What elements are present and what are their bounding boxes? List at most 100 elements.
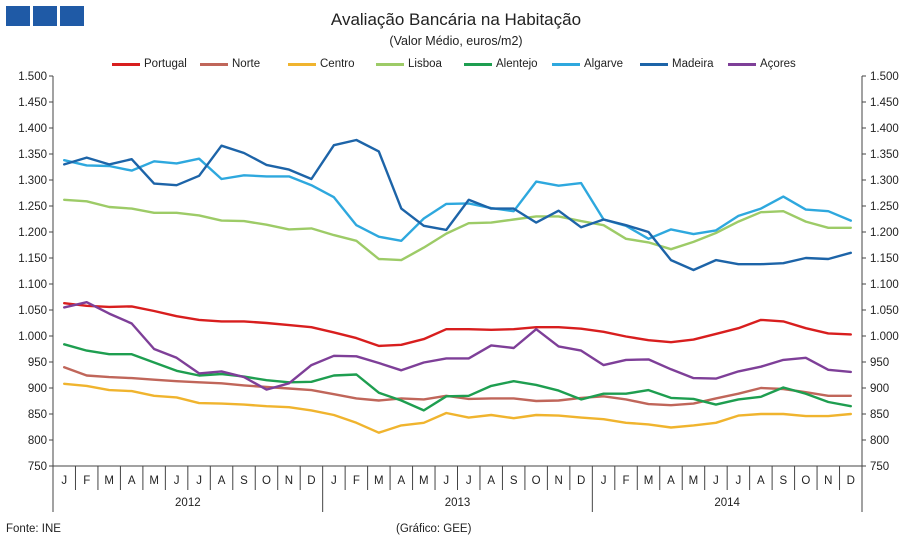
year-label: 2013 bbox=[445, 497, 471, 509]
y-tick-label-left: 950 bbox=[28, 357, 47, 369]
month-label: A bbox=[487, 475, 495, 487]
y-tick-label-right: 950 bbox=[870, 357, 889, 369]
month-label: N bbox=[824, 475, 832, 487]
month-label: F bbox=[623, 475, 630, 487]
month-label: J bbox=[331, 475, 337, 487]
month-label: M bbox=[104, 475, 114, 487]
month-label: A bbox=[397, 475, 405, 487]
y-tick-label-left: 1.400 bbox=[18, 123, 47, 135]
series-line-norte bbox=[62, 366, 852, 407]
month-label: O bbox=[262, 475, 271, 487]
y-tick-label-right: 1.000 bbox=[870, 331, 899, 343]
month-label: D bbox=[307, 475, 315, 487]
month-label: J bbox=[601, 475, 607, 487]
month-label: J bbox=[443, 475, 449, 487]
logo-block bbox=[60, 6, 84, 26]
y-tick-label-right: 1.100 bbox=[870, 279, 899, 291]
source-note: Fonte: INE bbox=[6, 523, 61, 535]
legend-label: Açores bbox=[760, 58, 796, 70]
y-tick-label-right: 900 bbox=[870, 383, 889, 395]
month-label: A bbox=[757, 475, 765, 487]
y-tick-label-left: 1.200 bbox=[18, 227, 47, 239]
month-label: J bbox=[174, 475, 180, 487]
month-label: S bbox=[780, 475, 788, 487]
legend-label: Algarve bbox=[584, 58, 623, 70]
legend-item: Açores bbox=[728, 56, 816, 72]
legend-item: Centro bbox=[288, 56, 376, 72]
y-tick-label-right: 850 bbox=[870, 409, 889, 421]
y-tick-label-right: 1.050 bbox=[870, 305, 899, 317]
y-tick-label-left: 1.350 bbox=[18, 149, 47, 161]
legend-item: Algarve bbox=[552, 56, 640, 72]
y-tick-label-left: 1.000 bbox=[18, 331, 47, 343]
legend-swatch bbox=[640, 62, 668, 66]
y-tick-label-left: 1.300 bbox=[18, 175, 47, 187]
month-label: J bbox=[196, 475, 202, 487]
year-label: 2012 bbox=[175, 497, 201, 509]
y-tick-label-right: 1.150 bbox=[870, 253, 899, 265]
series-line-portugal bbox=[62, 302, 852, 348]
legend-item: Norte bbox=[200, 56, 288, 72]
series-line-centro bbox=[62, 382, 852, 434]
y-tick-label-left: 1.100 bbox=[18, 279, 47, 291]
month-label: J bbox=[466, 475, 472, 487]
legend-swatch bbox=[464, 62, 492, 66]
y-tick-label-right: 750 bbox=[870, 461, 889, 473]
y-tick-label-left: 1.250 bbox=[18, 201, 47, 213]
month-label: D bbox=[847, 475, 855, 487]
month-label: S bbox=[240, 475, 248, 487]
y-tick-label-left: 1.500 bbox=[18, 71, 47, 83]
y-tick-label-right: 1.300 bbox=[870, 175, 899, 187]
y-tick-label-left: 1.450 bbox=[18, 97, 47, 109]
legend-swatch bbox=[288, 62, 316, 66]
y-tick-label-left: 1.050 bbox=[18, 305, 47, 317]
y-tick-label-right: 1.200 bbox=[870, 227, 899, 239]
legend-item: Madeira bbox=[640, 56, 728, 72]
chart-legend: Portugal Norte Centro Lisboa Alentejo Algarve… bbox=[112, 56, 832, 72]
month-label: M bbox=[419, 475, 429, 487]
y-tick-label-right: 1.450 bbox=[870, 97, 899, 109]
y-tick-label-left: 900 bbox=[28, 383, 47, 395]
month-label: O bbox=[801, 475, 810, 487]
y-tick-label-left: 750 bbox=[28, 461, 47, 473]
legend-item: Portugal bbox=[112, 56, 200, 72]
logo bbox=[6, 6, 84, 26]
series-line-acores bbox=[62, 301, 852, 391]
y-tick-label-right: 1.350 bbox=[870, 149, 899, 161]
legend-swatch bbox=[112, 62, 140, 66]
legend-label: Centro bbox=[320, 58, 355, 70]
y-tick-label-right: 1.400 bbox=[870, 123, 899, 135]
y-tick-label-right: 1.500 bbox=[870, 71, 899, 83]
series-line-madeira bbox=[62, 138, 852, 272]
y-tick-label-right: 1.250 bbox=[870, 201, 899, 213]
legend-item: Lisboa bbox=[376, 56, 464, 72]
legend-swatch bbox=[200, 62, 228, 66]
y-tick-label-right: 800 bbox=[870, 435, 889, 447]
month-label: A bbox=[128, 475, 136, 487]
series-line-alentejo bbox=[62, 343, 852, 412]
month-label: M bbox=[689, 475, 699, 487]
y-tick-label-left: 1.150 bbox=[18, 253, 47, 265]
legend-label: Madeira bbox=[672, 58, 714, 70]
month-label: A bbox=[218, 475, 226, 487]
month-label: O bbox=[532, 475, 541, 487]
legend-swatch bbox=[728, 62, 756, 66]
month-label: S bbox=[510, 475, 518, 487]
year-label: 2014 bbox=[714, 497, 740, 509]
month-label: M bbox=[374, 475, 384, 487]
month-label: F bbox=[83, 475, 90, 487]
legend-swatch bbox=[552, 62, 580, 66]
month-label: M bbox=[644, 475, 654, 487]
legend-label: Lisboa bbox=[408, 58, 442, 70]
legend-label: Norte bbox=[232, 58, 261, 70]
month-label: N bbox=[554, 475, 562, 487]
month-label: A bbox=[667, 475, 675, 487]
series-line-lisboa bbox=[62, 198, 852, 262]
chart-credit: (Gráfico: GEE) bbox=[396, 523, 472, 535]
logo-block bbox=[6, 6, 30, 26]
legend-item: Alentejo bbox=[464, 56, 552, 72]
chart-subtitle: (Valor Médio, euros/m2) bbox=[389, 34, 523, 48]
y-tick-label-left: 800 bbox=[28, 435, 47, 447]
month-label: J bbox=[736, 475, 742, 487]
